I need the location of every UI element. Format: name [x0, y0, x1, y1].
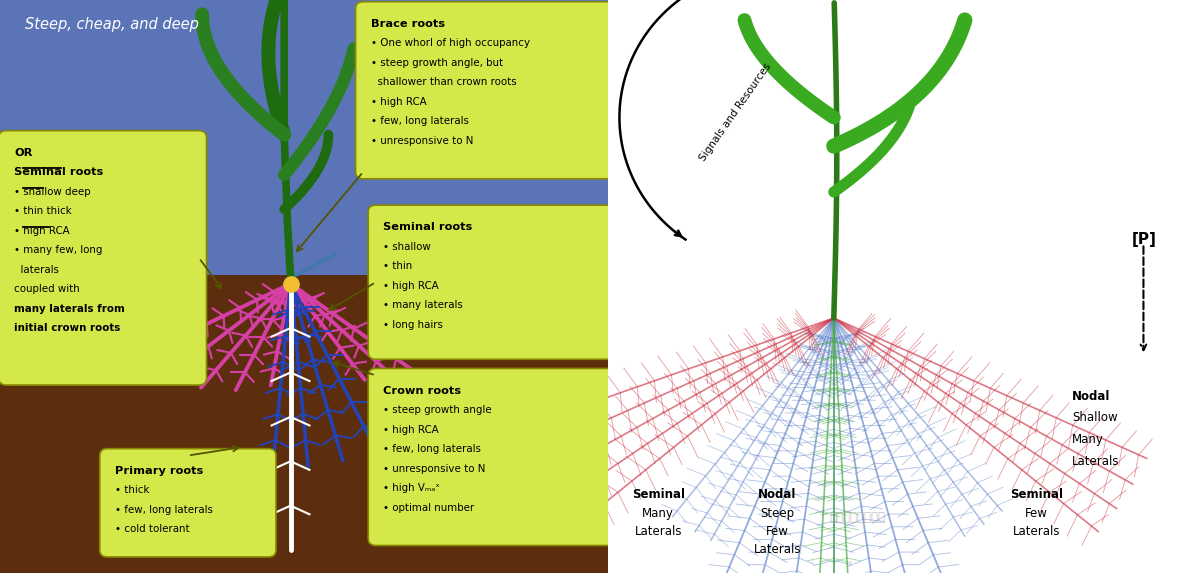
Text: Nodal: Nodal [758, 488, 796, 501]
FancyBboxPatch shape [368, 368, 627, 545]
Text: • high RCA: • high RCA [384, 281, 439, 291]
Text: Few: Few [1025, 507, 1048, 520]
Text: • high RCA: • high RCA [384, 425, 439, 434]
Text: • few, long laterals: • few, long laterals [384, 444, 481, 454]
FancyBboxPatch shape [356, 2, 623, 179]
Text: [P]: [P] [1132, 232, 1156, 247]
Text: shallower than crown roots: shallower than crown roots [371, 77, 516, 87]
Text: Laterals: Laterals [1013, 525, 1060, 538]
Text: Seminal roots: Seminal roots [384, 222, 473, 232]
Text: initial crown roots: initial crown roots [14, 323, 120, 333]
Text: • cold tolerant: • cold tolerant [115, 524, 190, 534]
Text: • long hairs: • long hairs [384, 320, 443, 329]
Text: • many laterals: • many laterals [384, 300, 463, 310]
Text: Primary roots: Primary roots [115, 466, 203, 476]
Text: • steep growth angle, but: • steep growth angle, but [371, 58, 503, 68]
Text: • unresponsive to N: • unresponsive to N [371, 136, 473, 146]
Text: Nodal: Nodal [1072, 390, 1110, 403]
Text: Steep, cheap, and deep: Steep, cheap, and deep [25, 17, 200, 32]
Text: • thick: • thick [115, 485, 149, 495]
Text: • few, long laterals: • few, long laterals [371, 116, 469, 126]
Text: • shallow deep: • shallow deep [14, 187, 90, 197]
Text: • few, long laterals: • few, long laterals [115, 505, 213, 515]
Bar [0, 0, 632, 275]
Text: Many: Many [1072, 433, 1104, 446]
Text: Crown roots: Crown roots [384, 386, 462, 395]
Text: • many few, long: • many few, long [14, 245, 102, 255]
FancyBboxPatch shape [100, 449, 275, 557]
Text: Seminal: Seminal [632, 488, 685, 501]
FancyBboxPatch shape [0, 131, 207, 385]
Text: coupled with: coupled with [14, 284, 79, 294]
Text: Laterals: Laterals [753, 543, 801, 556]
Text: • thin: • thin [384, 261, 413, 271]
Text: Brace roots: Brace roots [371, 19, 445, 29]
Text: Few: Few [766, 525, 789, 538]
Text: 鑫波和他的小鱼干: 鑫波和他的小鱼干 [830, 512, 885, 524]
Text: • One whorl of high occupancy: • One whorl of high occupancy [371, 38, 529, 48]
Text: • steep growth angle: • steep growth angle [384, 405, 492, 415]
Text: • high RCA: • high RCA [371, 97, 426, 107]
Text: • unresponsive to N: • unresponsive to N [384, 464, 486, 473]
Text: OR: OR [14, 148, 32, 158]
Text: Seminal roots: Seminal roots [14, 167, 103, 177]
Text: • high Vₘₐˣ: • high Vₘₐˣ [384, 483, 440, 493]
Text: • optimal number: • optimal number [384, 503, 475, 512]
Text: Laterals: Laterals [634, 525, 682, 538]
Text: Seminal: Seminal [1009, 488, 1062, 501]
Text: • high RCA: • high RCA [14, 226, 70, 236]
Text: Steep: Steep [760, 507, 794, 520]
Text: many laterals from: many laterals from [14, 304, 125, 313]
Text: • shallow: • shallow [384, 242, 431, 252]
Text: Shallow: Shallow [1072, 411, 1118, 425]
FancyBboxPatch shape [368, 205, 627, 359]
Text: Laterals: Laterals [1072, 455, 1120, 468]
Text: Signals and Resources: Signals and Resources [698, 61, 774, 163]
Text: • thin thick: • thin thick [14, 206, 71, 216]
Bar [0, 275, 632, 573]
Text: Many: Many [642, 507, 674, 520]
Text: laterals: laterals [14, 265, 59, 274]
